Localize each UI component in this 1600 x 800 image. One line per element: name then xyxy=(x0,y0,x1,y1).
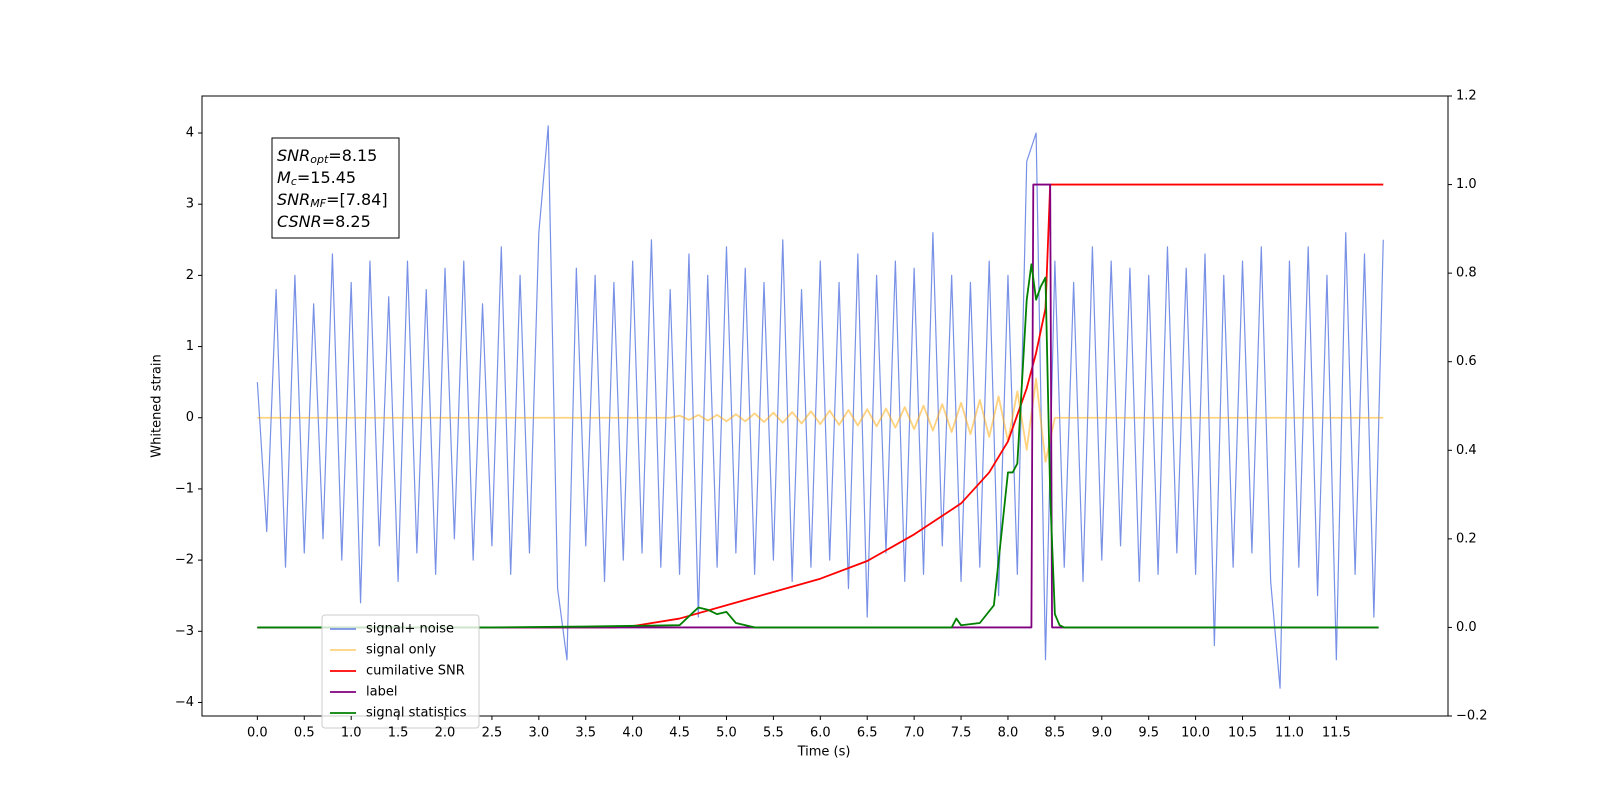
x-tick-label: 11.0 xyxy=(1275,726,1304,741)
x-tick-label: 6.0 xyxy=(810,726,831,741)
y-tick-label: 1 xyxy=(186,339,194,354)
series-line xyxy=(257,183,1384,629)
x-tick-label: 6.5 xyxy=(857,726,878,741)
annotation-line: Mc=15.45 xyxy=(277,168,356,189)
x-tick-label: 0.0 xyxy=(247,726,268,741)
x-tick-label: 8.0 xyxy=(998,726,1019,741)
x-tick-label: 9.0 xyxy=(1091,726,1112,741)
annotation-value: =8.15 xyxy=(328,146,377,165)
legend-label: cumilative SNR xyxy=(366,664,465,679)
annotation-subscript: opt xyxy=(310,153,329,166)
x-tick-label: 3.0 xyxy=(528,726,549,741)
series-line xyxy=(257,377,1384,463)
x-tick-label: 0.5 xyxy=(294,726,315,741)
y2-tick-label: 0.0 xyxy=(1456,620,1477,635)
x-tick-label: 3.5 xyxy=(575,726,596,741)
legend: signal+ noise signal only cumilative SNR la… xyxy=(321,614,480,729)
y-tick-label: 2 xyxy=(186,268,194,283)
series-line xyxy=(256,125,1384,689)
x-tick-label: 7.5 xyxy=(951,726,972,741)
y2-tick-label: 0.6 xyxy=(1456,354,1477,369)
axes-frame xyxy=(201,95,1449,717)
y2-tick-label: 0.2 xyxy=(1456,531,1477,546)
y2-tick-label: 1.0 xyxy=(1456,177,1477,192)
y-tick-label: −1 xyxy=(175,481,194,496)
annotation-value: =15.45 xyxy=(297,168,356,187)
y-tick-label: 3 xyxy=(186,197,194,212)
y-tick-label: 0 xyxy=(186,410,194,425)
x-axis-label: Time (s) xyxy=(797,745,851,760)
plot-area xyxy=(256,125,1384,689)
legend-label: signal only xyxy=(366,643,436,658)
annotation-box xyxy=(271,137,400,239)
x-tick-label: 1.0 xyxy=(341,726,362,741)
legend-label: signal+ noise xyxy=(366,622,454,637)
x-tick-label: 2.0 xyxy=(435,726,456,741)
x-tick-label: 2.5 xyxy=(482,726,503,741)
x-tick-label: 1.5 xyxy=(388,726,409,741)
y-axis-label: Whitened strain xyxy=(150,354,165,457)
annotation-line: CSNR=8.25 xyxy=(277,212,371,231)
y-tick-label: −4 xyxy=(175,695,194,710)
y2-tick-label: −0.2 xyxy=(1456,709,1488,724)
legend-label: label xyxy=(366,685,397,700)
annotation-subscript: c xyxy=(291,175,297,188)
y-tick-label: 4 xyxy=(186,126,194,141)
annotation-value: =8.25 xyxy=(322,212,371,231)
x-tick-label: 10.5 xyxy=(1228,726,1257,741)
x-tick-label: 4.5 xyxy=(669,726,690,741)
y-tick-label: −2 xyxy=(175,553,194,568)
annotation-value: =[7.84] xyxy=(326,190,388,209)
annotation-symbol: M xyxy=(277,168,291,187)
y2-tick-label: 0.4 xyxy=(1456,443,1477,458)
x-tick-label: 4.0 xyxy=(622,726,643,741)
annotation-line: SNRopt=8.15 xyxy=(277,146,377,167)
y2-tick-label: 0.8 xyxy=(1456,266,1477,281)
y-tick-label: −3 xyxy=(175,624,194,639)
annotation-symbol: SNR xyxy=(277,146,310,165)
x-tick-label: 9.5 xyxy=(1138,726,1159,741)
annotation-line: SNRMF=[7.84] xyxy=(277,190,388,211)
x-tick-label: 5.5 xyxy=(763,726,784,741)
series-line xyxy=(257,263,1379,629)
legend-box xyxy=(321,614,480,729)
x-tick-label: 11.5 xyxy=(1322,726,1351,741)
x-tick-label: 10.0 xyxy=(1181,726,1210,741)
legend-label: signal statistics xyxy=(366,706,467,721)
annotation-symbol: SNR xyxy=(277,190,310,209)
annotation-subscript: MF xyxy=(310,197,326,210)
annotation-symbol: CSNR xyxy=(277,212,322,231)
x-tick-label: 7.0 xyxy=(904,726,925,741)
y2-tick-label: 1.2 xyxy=(1456,89,1477,104)
x-tick-label: 5.0 xyxy=(716,726,737,741)
x-tick-label: 8.5 xyxy=(1045,726,1066,741)
